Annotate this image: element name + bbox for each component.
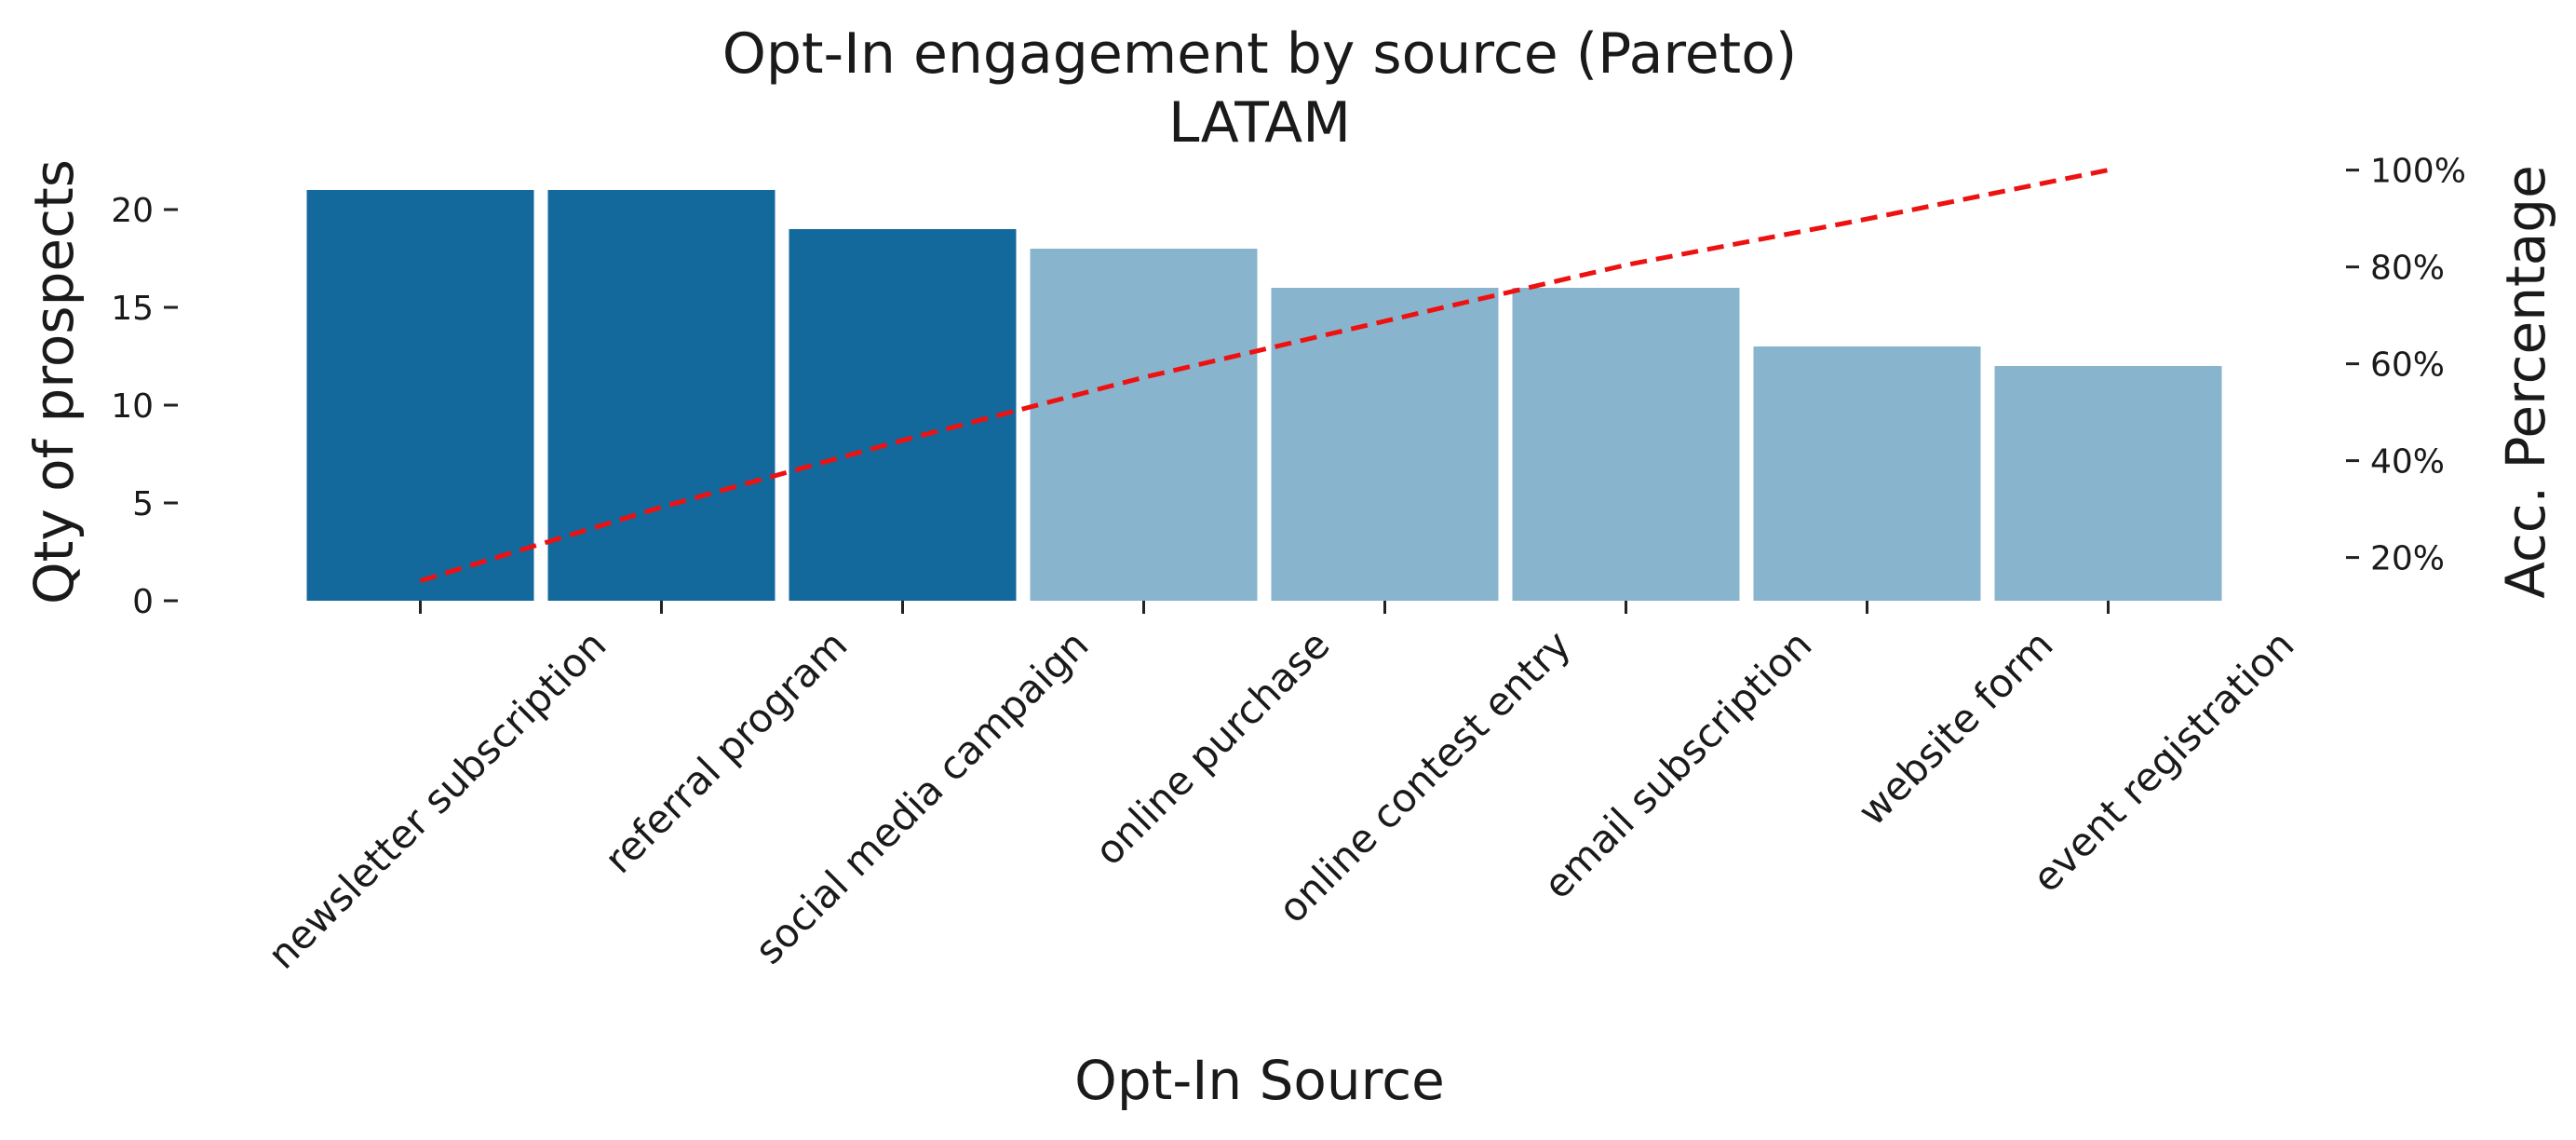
y-axis-right: 20% 40% 60% 80% 100%: [2346, 153, 2466, 578]
y-axis-title: Qty of prospects: [22, 159, 86, 604]
bar: [306, 190, 534, 601]
x-tick-label: referral program: [596, 621, 856, 882]
bar: [1753, 346, 1981, 601]
y2-tick-label: 80%: [2370, 250, 2445, 288]
bar: [789, 229, 1017, 601]
x-tick-label: newsletter subscription: [259, 621, 614, 977]
x-tick-label: online purchase: [1086, 621, 1339, 874]
y-tick-label: 20: [111, 192, 154, 230]
x-tick-label: email subscription: [1534, 621, 1820, 907]
cumulative-line-group: [419, 168, 2109, 583]
y-tick-label: 0: [132, 583, 154, 621]
y-tick-label: 15: [111, 290, 154, 328]
y-tick-label: 10: [111, 387, 154, 426]
bar: [1271, 288, 1499, 601]
x-axis-title: Opt-In Source: [1074, 1049, 1445, 1112]
y2-tick-label: 20%: [2370, 540, 2445, 578]
x-tick-label: event registration: [2024, 621, 2303, 901]
y-tick-label: 5: [132, 485, 154, 523]
bar: [547, 190, 775, 601]
y2-tick-label: 60%: [2370, 346, 2445, 385]
y2-tick-label: 100%: [2370, 153, 2466, 191]
bar: [1030, 249, 1258, 601]
chart-subtitle: LATAM: [1168, 90, 1351, 156]
bars: [306, 190, 2222, 601]
chart-title: Opt-In engagement by source (Pareto): [722, 21, 1798, 87]
bar: [1994, 366, 2222, 601]
x-tick-label: website form: [1849, 621, 2061, 834]
y-axis-left: 0 5 10 15 20: [111, 192, 178, 621]
bar: [1512, 288, 1740, 601]
y2-axis-title: Acc. Percentage: [2494, 165, 2557, 599]
y2-tick-label: 40%: [2370, 443, 2445, 482]
cumulative-percentage-line: [419, 168, 2109, 583]
